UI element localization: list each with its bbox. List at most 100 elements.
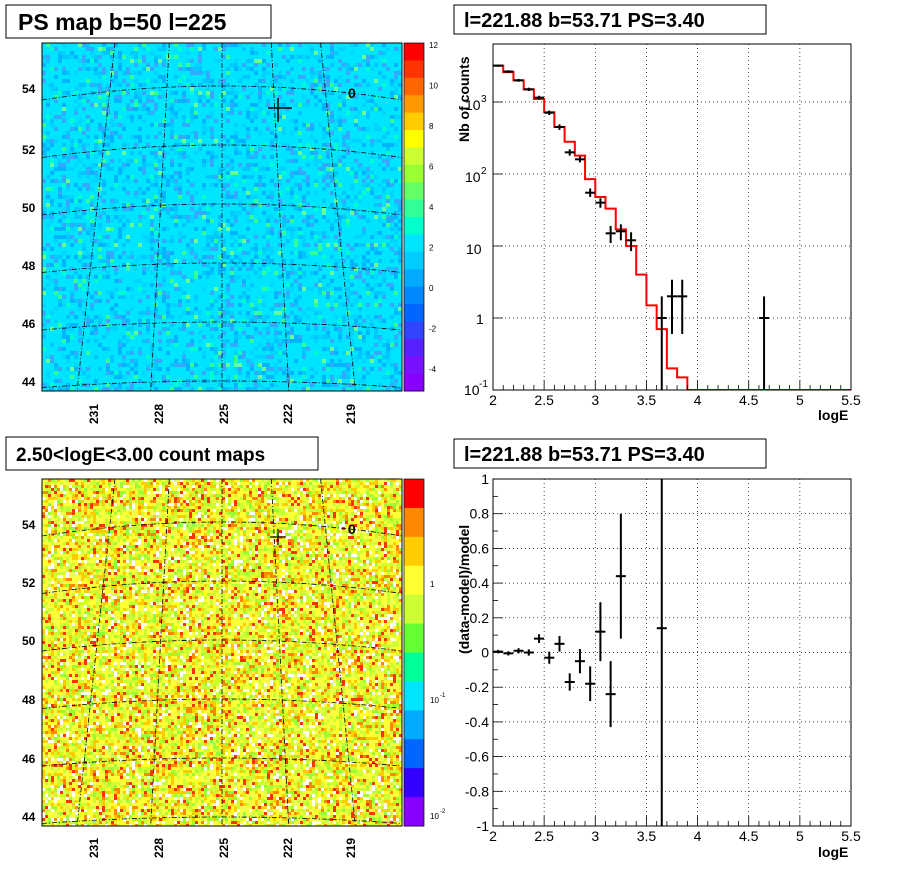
ps-map-cell [54, 319, 58, 323]
ps-map-cell [122, 319, 126, 323]
ps-map-cell [194, 375, 198, 379]
ps-map-cell [230, 223, 234, 227]
count-map-cell [297, 494, 300, 497]
count-map-cell [60, 497, 63, 500]
count-map-cell [168, 494, 171, 497]
count-map-cell [330, 521, 333, 524]
count-map-cell [60, 485, 63, 488]
count-map-cell [387, 512, 390, 515]
ps-map-cell [250, 215, 254, 219]
ps-map-cell [154, 103, 158, 107]
ps-map-cell [46, 155, 50, 159]
count-map-cell [183, 506, 186, 509]
ps-map-cell [278, 111, 282, 115]
ps-map-cell [202, 103, 206, 107]
ps-map-cell [270, 83, 274, 87]
ps-map-cell [182, 67, 186, 71]
count-map-cell [96, 488, 99, 491]
count-map-cell [336, 512, 339, 515]
count-map-cell [291, 509, 294, 512]
ps-map-cell [282, 55, 286, 59]
count-map-cell [138, 509, 141, 512]
ps-map-cell [126, 83, 130, 87]
ps-map-cell [134, 63, 138, 67]
ps-map-cell [390, 183, 394, 187]
ps-map-cell [86, 135, 90, 139]
ps-map-cell [350, 67, 354, 71]
count-map-cell [339, 524, 342, 527]
ps-map-cell [210, 307, 214, 311]
count-map-cell [264, 479, 267, 482]
ps-map-cell [98, 47, 102, 51]
ps-map-cell [62, 303, 66, 307]
count-map-cell [66, 485, 69, 488]
ps-map-cell [338, 287, 342, 291]
count-map-cell [273, 515, 276, 518]
count-map-cell [267, 488, 270, 491]
count-map-cell [180, 509, 183, 512]
count-map-cell [132, 506, 135, 509]
count-map-cell [156, 515, 159, 518]
count-map-cell [99, 506, 102, 509]
ps-map-cell [354, 67, 358, 71]
ps-map-cell [310, 375, 314, 379]
count-map-cell [135, 521, 138, 524]
ps-map-cell [254, 167, 258, 171]
ps-map-cell [190, 91, 194, 95]
count-map-cell [399, 491, 402, 494]
ps-map-cell [234, 343, 238, 347]
count-map-cell [306, 485, 309, 488]
count-map-cell [135, 506, 138, 509]
count-map-cell [57, 515, 60, 518]
count-map-cell [186, 482, 189, 485]
ps-map-cell [178, 175, 182, 179]
ps-map-cell [74, 199, 78, 203]
ps-map-cell [190, 347, 194, 351]
ps-map-cell [306, 179, 310, 183]
count-map-cell [282, 527, 285, 530]
ps-map-cell [378, 335, 382, 339]
ps-map-cell [206, 367, 210, 371]
count-map-cell [54, 494, 57, 497]
count-map-cell [309, 512, 312, 515]
ps-map-cell [46, 83, 50, 87]
count-map-cell [183, 497, 186, 500]
ps-map-cell [126, 159, 130, 163]
ps-map-cell [174, 75, 178, 79]
count-map-cell [312, 515, 315, 518]
ps-map-cell [114, 179, 118, 183]
ps-map-cell [266, 111, 270, 115]
ps-map-cell [362, 375, 366, 379]
ps-map-cell [382, 319, 386, 323]
count-map-cell [312, 521, 315, 524]
count-map-cell [234, 527, 237, 530]
ps-map-cell [274, 271, 278, 275]
count-map-cell [108, 500, 111, 503]
count-map-cell [393, 512, 396, 515]
count-map-cell [195, 485, 198, 488]
ps-map-cell [374, 275, 378, 279]
ps-map-cell [202, 231, 206, 235]
count-map-cell [117, 494, 120, 497]
count-map-cell [45, 488, 48, 491]
ps-map-cell [394, 223, 398, 227]
ps-map-cell [70, 367, 74, 371]
count-map-cell [240, 512, 243, 515]
ps-map-cell [158, 123, 162, 127]
ps-map-cell [370, 139, 374, 143]
count-map-cell [102, 527, 105, 530]
count-map-cell [129, 488, 132, 491]
count-map-cell [276, 524, 279, 527]
count-map-cell [267, 485, 270, 488]
ps-map-cell [202, 203, 206, 207]
ps-map-cell [190, 87, 194, 91]
count-map-cell [240, 509, 243, 512]
ps-map-cell [206, 115, 210, 119]
ps-map-cell [50, 355, 54, 359]
count-map-cell [120, 491, 123, 494]
ps-map-cell [226, 299, 230, 303]
count-map-cell [57, 506, 60, 509]
ps-map-cell [262, 155, 266, 159]
ps-map-cell [222, 115, 226, 119]
